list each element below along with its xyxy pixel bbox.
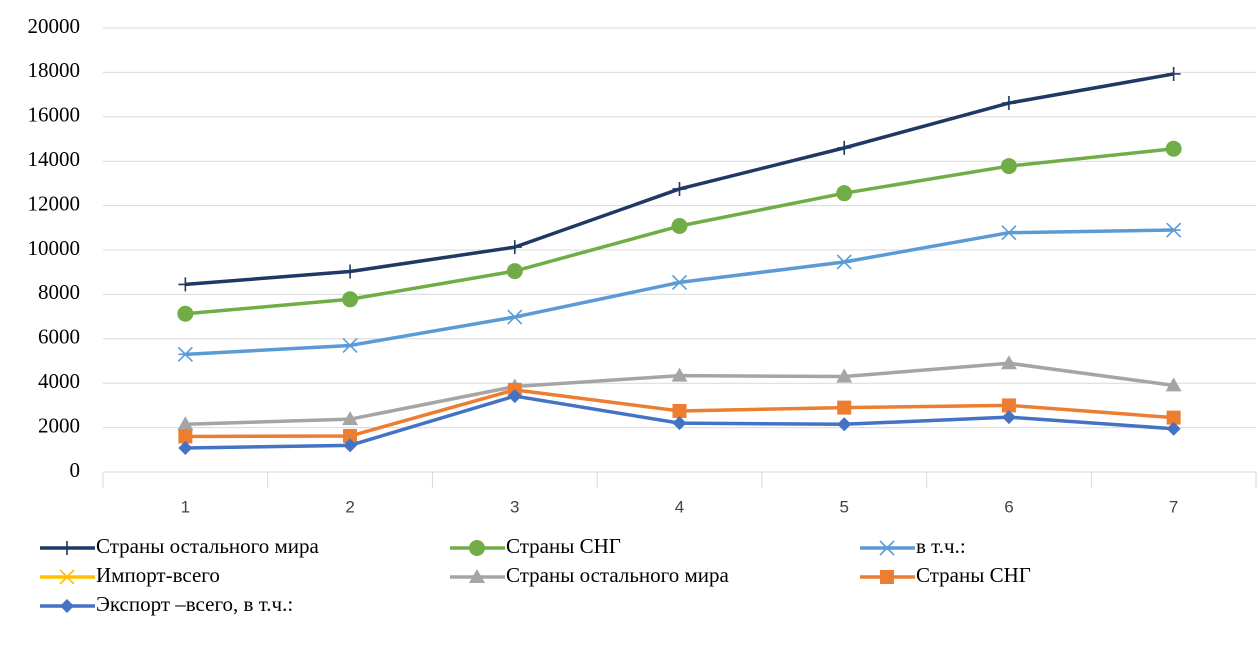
y-tick-label: 10000 bbox=[28, 236, 81, 260]
legend-label: Импорт-всего bbox=[96, 563, 220, 587]
marker bbox=[672, 416, 687, 431]
x-tick-label: 6 bbox=[1004, 497, 1013, 516]
marker bbox=[343, 429, 358, 444]
y-tick-label: 0 bbox=[70, 458, 81, 482]
marker bbox=[507, 309, 523, 325]
marker bbox=[672, 403, 687, 418]
marker bbox=[1166, 421, 1181, 436]
marker bbox=[60, 599, 74, 613]
marker bbox=[671, 218, 688, 235]
legend-label: Страны остального мира bbox=[506, 563, 730, 587]
marker bbox=[1001, 410, 1016, 425]
legend-label: Страны остального мира bbox=[96, 534, 320, 558]
marker bbox=[177, 346, 193, 362]
marker bbox=[178, 429, 193, 444]
marker bbox=[1000, 355, 1017, 370]
marker bbox=[343, 264, 358, 279]
series-line bbox=[185, 228, 1174, 357]
y-tick-label: 18000 bbox=[28, 58, 81, 82]
marker bbox=[880, 570, 894, 584]
marker bbox=[837, 140, 852, 155]
legend-label: Экспорт –всего, в т.ч.: bbox=[96, 592, 293, 616]
y-tick-label: 2000 bbox=[38, 413, 80, 437]
marker bbox=[1166, 222, 1182, 238]
marker bbox=[1166, 410, 1181, 425]
y-tick-label: 8000 bbox=[38, 280, 80, 304]
y-tick-label: 6000 bbox=[38, 325, 80, 349]
legend-label: Страны СНГ bbox=[506, 534, 621, 558]
marker bbox=[178, 441, 193, 456]
marker bbox=[836, 368, 853, 383]
marker bbox=[507, 389, 522, 404]
y-tick-label: 14000 bbox=[28, 147, 81, 171]
marker bbox=[506, 263, 523, 280]
marker bbox=[469, 569, 485, 583]
x-tick-label: 3 bbox=[510, 497, 519, 516]
marker bbox=[1000, 158, 1017, 175]
marker bbox=[177, 416, 194, 431]
y-tick-label: 4000 bbox=[38, 369, 80, 393]
marker bbox=[672, 181, 687, 196]
x-tick-label: 4 bbox=[675, 497, 684, 516]
marker bbox=[836, 185, 853, 202]
marker bbox=[1001, 398, 1016, 413]
marker bbox=[671, 274, 688, 290]
marker bbox=[178, 277, 193, 292]
marker bbox=[671, 367, 688, 382]
marker bbox=[879, 540, 895, 556]
series-line bbox=[185, 72, 1174, 287]
marker bbox=[837, 400, 852, 415]
marker bbox=[343, 438, 358, 453]
marker bbox=[507, 240, 522, 255]
x-tick-label: 1 bbox=[181, 497, 190, 516]
marker bbox=[836, 254, 852, 270]
marker bbox=[59, 569, 75, 585]
marker bbox=[1165, 140, 1182, 157]
y-tick-label: 16000 bbox=[28, 103, 81, 127]
marker bbox=[60, 541, 74, 555]
marker bbox=[1165, 377, 1182, 392]
marker bbox=[469, 540, 485, 556]
marker bbox=[1001, 225, 1017, 241]
marker bbox=[837, 417, 852, 432]
marker bbox=[342, 337, 358, 354]
y-tick-label: 12000 bbox=[28, 191, 81, 215]
marker bbox=[177, 305, 194, 322]
legend-label: Страны СНГ bbox=[916, 563, 1031, 587]
x-tick-label: 5 bbox=[839, 497, 848, 516]
marker bbox=[342, 411, 359, 426]
y-tick-label: 20000 bbox=[28, 14, 81, 38]
marker bbox=[1166, 66, 1181, 81]
marker bbox=[1001, 96, 1016, 111]
marker bbox=[342, 291, 359, 308]
legend-label: в т.ч.: bbox=[916, 534, 966, 558]
x-tick-label: 2 bbox=[345, 497, 354, 516]
x-tick-label: 7 bbox=[1169, 497, 1178, 516]
